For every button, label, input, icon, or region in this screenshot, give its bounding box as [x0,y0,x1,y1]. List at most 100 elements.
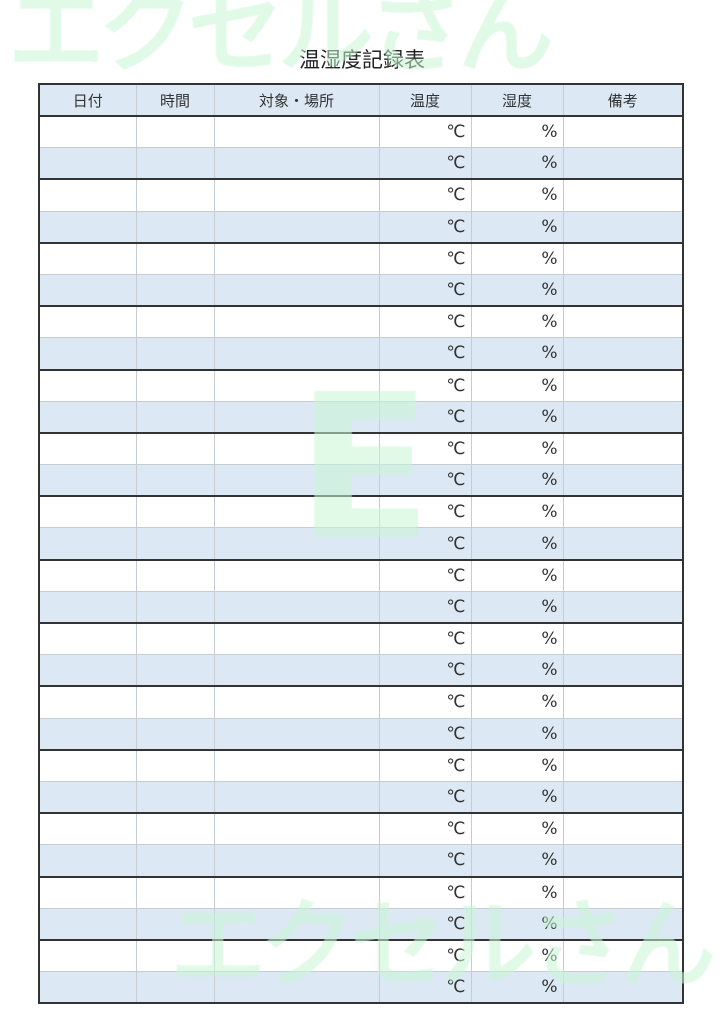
date-cell[interactable] [38,464,136,497]
location-cell[interactable] [213,844,379,877]
time-cell[interactable] [135,178,214,212]
location-cell[interactable] [213,875,379,909]
notes-cell[interactable] [562,305,683,338]
time-cell[interactable] [135,527,214,560]
date-cell[interactable] [38,875,136,909]
notes-cell[interactable] [562,748,683,782]
notes-cell[interactable] [562,431,683,465]
temperature-cell[interactable]: ℃ [378,368,471,402]
notes-cell[interactable] [562,622,683,655]
date-cell[interactable] [38,748,136,782]
time-cell[interactable] [135,464,214,497]
time-cell[interactable] [135,971,214,1004]
humidity-cell[interactable]: % [470,178,563,212]
notes-cell[interactable] [562,273,683,307]
humidity-cell[interactable]: % [470,527,563,560]
date-cell[interactable] [38,907,136,940]
temperature-cell[interactable]: ℃ [378,210,471,243]
time-cell[interactable] [135,337,214,370]
temperature-cell[interactable]: ℃ [378,685,471,719]
location-cell[interactable] [213,464,379,497]
time-cell[interactable] [135,495,214,528]
date-cell[interactable] [38,685,136,719]
date-cell[interactable] [38,273,136,307]
time-cell[interactable] [135,875,214,909]
date-cell[interactable] [38,558,136,592]
notes-cell[interactable] [562,495,683,528]
humidity-cell[interactable]: % [470,971,563,1004]
location-cell[interactable] [213,717,379,750]
humidity-cell[interactable]: % [470,400,563,433]
location-cell[interactable] [213,812,379,845]
humidity-cell[interactable]: % [470,654,563,687]
location-cell[interactable] [213,400,379,433]
date-cell[interactable] [38,368,136,402]
temperature-cell[interactable]: ℃ [378,748,471,782]
date-cell[interactable] [38,337,136,370]
time-cell[interactable] [135,844,214,877]
notes-cell[interactable] [562,558,683,592]
time-cell[interactable] [135,147,214,180]
humidity-cell[interactable]: % [470,495,563,528]
date-cell[interactable] [38,844,136,877]
humidity-cell[interactable]: % [470,464,563,497]
temperature-cell[interactable]: ℃ [378,495,471,528]
temperature-cell[interactable]: ℃ [378,590,471,623]
humidity-cell[interactable]: % [470,273,563,307]
date-cell[interactable] [38,717,136,750]
date-cell[interactable] [38,812,136,845]
date-cell[interactable] [38,938,136,972]
notes-cell[interactable] [562,844,683,877]
time-cell[interactable] [135,907,214,940]
location-cell[interactable] [213,305,379,338]
location-cell[interactable] [213,368,379,402]
humidity-cell[interactable]: % [470,368,563,402]
location-cell[interactable] [213,337,379,370]
temperature-cell[interactable]: ℃ [378,622,471,655]
time-cell[interactable] [135,210,214,243]
humidity-cell[interactable]: % [470,907,563,940]
notes-cell[interactable] [562,907,683,940]
notes-cell[interactable] [562,527,683,560]
notes-cell[interactable] [562,971,683,1004]
date-cell[interactable] [38,115,136,148]
temperature-cell[interactable]: ℃ [378,147,471,180]
notes-cell[interactable] [562,464,683,497]
temperature-cell[interactable]: ℃ [378,241,471,275]
humidity-cell[interactable]: % [470,717,563,750]
time-cell[interactable] [135,400,214,433]
temperature-cell[interactable]: ℃ [378,178,471,212]
humidity-cell[interactable]: % [470,938,563,972]
location-cell[interactable] [213,685,379,719]
temperature-cell[interactable]: ℃ [378,938,471,972]
notes-cell[interactable] [562,368,683,402]
time-cell[interactable] [135,685,214,719]
temperature-cell[interactable]: ℃ [378,875,471,909]
temperature-cell[interactable]: ℃ [378,812,471,845]
temperature-cell[interactable]: ℃ [378,907,471,940]
location-cell[interactable] [213,273,379,307]
location-cell[interactable] [213,780,379,814]
notes-cell[interactable] [562,400,683,433]
notes-cell[interactable] [562,812,683,845]
temperature-cell[interactable]: ℃ [378,273,471,307]
time-cell[interactable] [135,241,214,275]
notes-cell[interactable] [562,685,683,719]
humidity-cell[interactable]: % [470,844,563,877]
humidity-cell[interactable]: % [470,337,563,370]
temperature-cell[interactable]: ℃ [378,431,471,465]
notes-cell[interactable] [562,147,683,180]
date-cell[interactable] [38,305,136,338]
temperature-cell[interactable]: ℃ [378,780,471,814]
date-cell[interactable] [38,780,136,814]
notes-cell[interactable] [562,241,683,275]
humidity-cell[interactable]: % [470,431,563,465]
date-cell[interactable] [38,622,136,655]
location-cell[interactable] [213,210,379,243]
humidity-cell[interactable]: % [470,558,563,592]
time-cell[interactable] [135,938,214,972]
humidity-cell[interactable]: % [470,147,563,180]
time-cell[interactable] [135,654,214,687]
location-cell[interactable] [213,241,379,275]
date-cell[interactable] [38,147,136,180]
